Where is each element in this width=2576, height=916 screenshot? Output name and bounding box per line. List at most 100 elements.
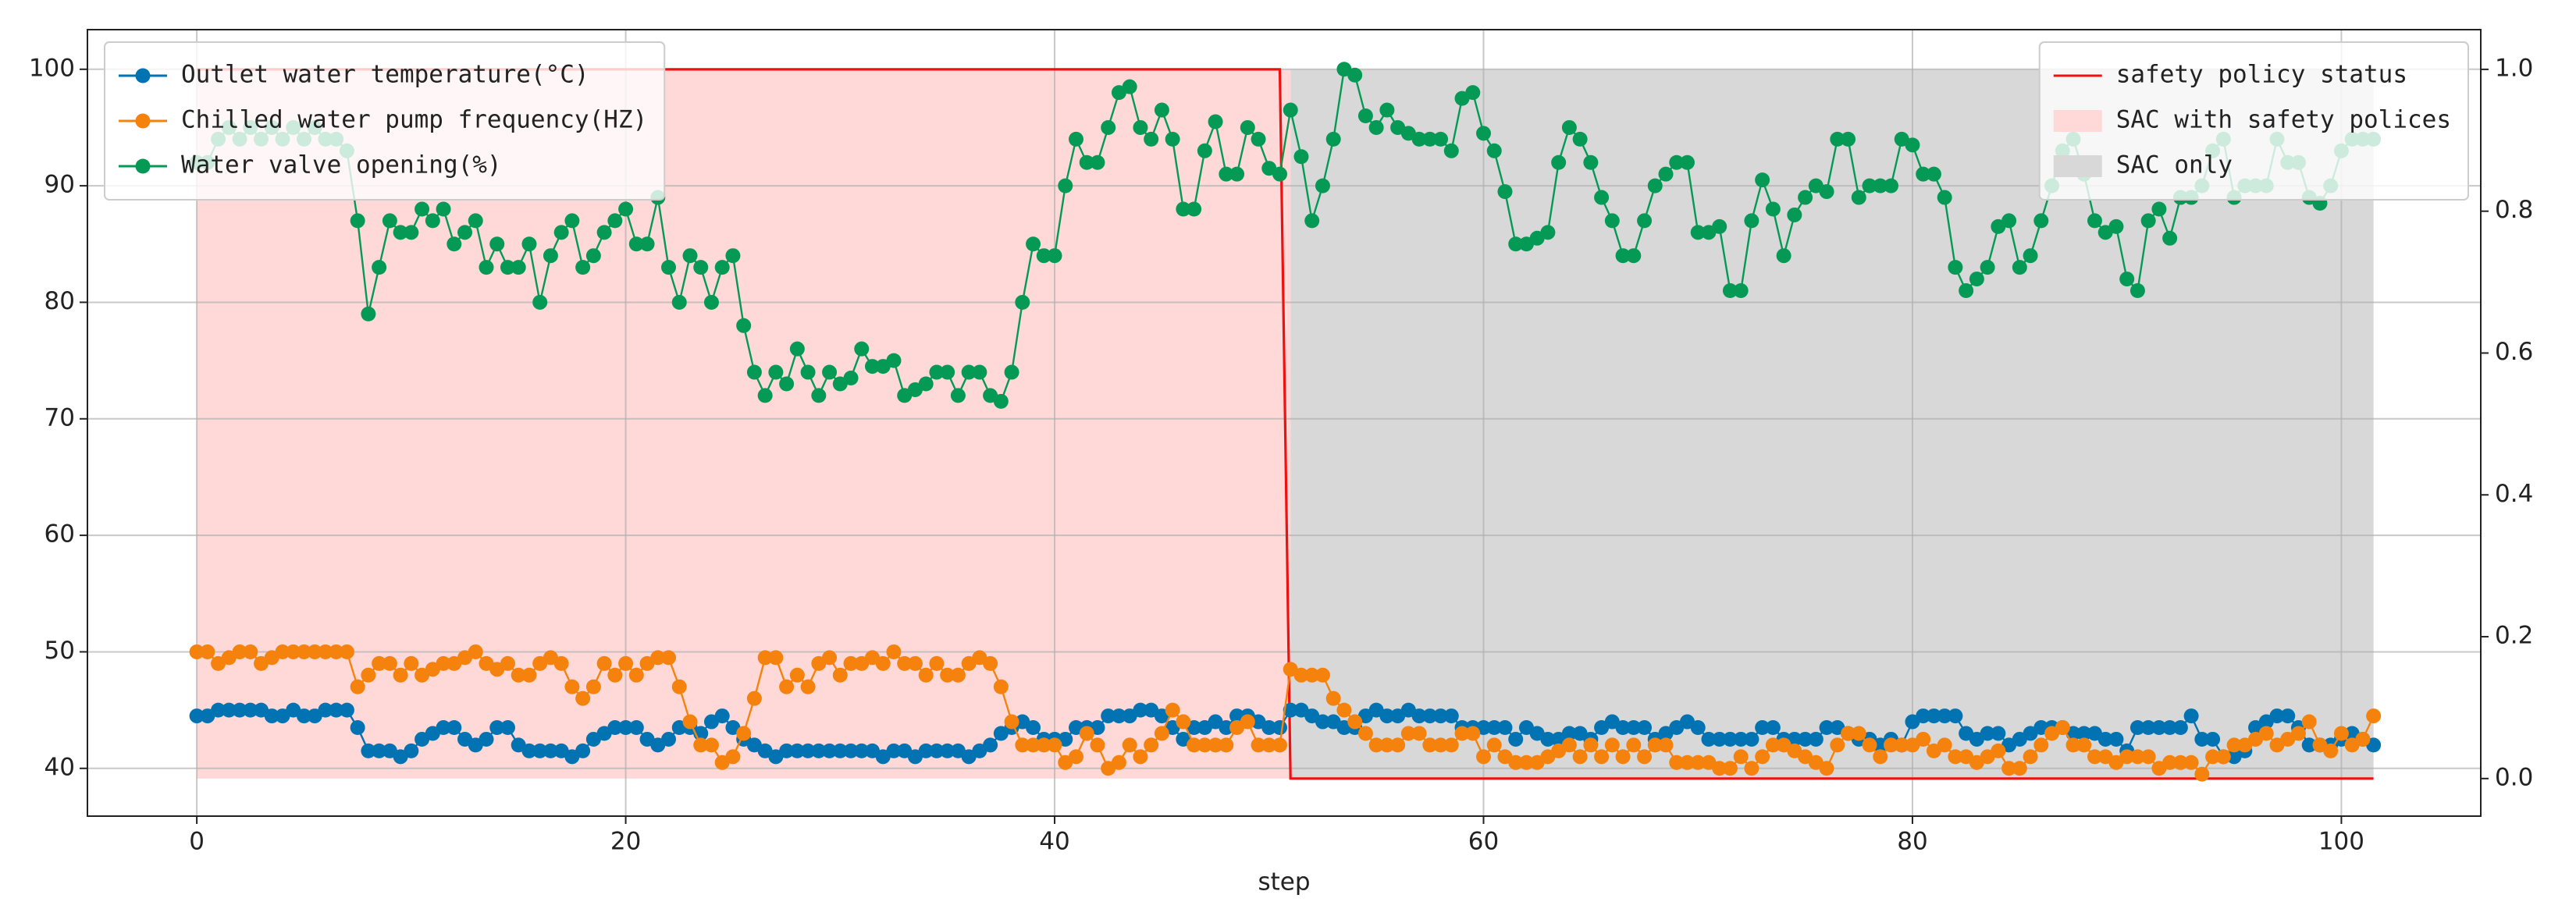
marker <box>1862 178 1877 193</box>
marker <box>1208 114 1223 130</box>
marker <box>2001 761 2017 776</box>
marker <box>1744 731 1759 747</box>
marker <box>436 201 451 217</box>
marker <box>425 213 440 229</box>
legend-label: Outlet water temperature(°C) <box>181 61 589 89</box>
marker <box>211 702 226 718</box>
marker <box>693 260 709 275</box>
marker <box>940 667 955 683</box>
marker <box>1283 102 1298 118</box>
marker <box>1883 178 1898 193</box>
marker <box>2301 737 2317 753</box>
marker <box>2355 731 2371 747</box>
marker <box>1165 131 1180 147</box>
marker <box>564 213 580 229</box>
marker <box>865 359 881 375</box>
marker <box>511 260 526 275</box>
marker <box>832 743 848 758</box>
marker <box>447 236 462 252</box>
marker <box>372 743 387 758</box>
marker <box>1873 178 1888 193</box>
marker <box>843 371 859 386</box>
marker <box>1819 184 1834 200</box>
marker <box>1465 726 1481 741</box>
marker <box>1090 154 1105 170</box>
marker <box>361 743 376 758</box>
marker <box>789 341 805 357</box>
marker <box>1133 119 1148 135</box>
marker <box>1594 190 1610 205</box>
marker <box>1176 201 1191 217</box>
marker <box>1176 714 1191 730</box>
marker <box>2269 708 2285 724</box>
marker <box>1798 731 1813 747</box>
marker <box>1851 190 1866 205</box>
marker <box>1647 178 1663 193</box>
marker <box>1304 667 1320 683</box>
x-tick-label: 40 <box>1039 828 1069 856</box>
y2-tick-label: 0.8 <box>2495 196 2533 224</box>
marker <box>1411 726 1427 741</box>
legend-patch <box>2053 155 2102 177</box>
marker <box>521 236 537 252</box>
marker <box>757 650 773 666</box>
marker <box>650 650 666 666</box>
marker <box>1712 218 1727 234</box>
marker <box>1197 143 1212 158</box>
y2-tick-label: 0.0 <box>2495 763 2533 791</box>
marker <box>1948 708 1963 724</box>
marker <box>1422 737 1438 753</box>
marker <box>661 731 677 747</box>
marker <box>854 743 870 758</box>
marker <box>2194 766 2210 782</box>
marker <box>1058 178 1073 193</box>
marker <box>628 720 644 736</box>
marker <box>843 743 859 758</box>
marker <box>961 364 977 380</box>
marker <box>1980 726 1995 741</box>
marker <box>1497 720 1513 736</box>
marker <box>564 679 580 694</box>
marker <box>940 743 955 758</box>
marker <box>1251 737 1266 753</box>
marker <box>553 225 569 240</box>
marker <box>1347 714 1363 730</box>
marker <box>521 667 537 683</box>
marker <box>1765 720 1781 736</box>
marker <box>1347 67 1363 83</box>
marker <box>1637 213 1653 229</box>
marker <box>768 650 784 666</box>
marker <box>221 702 237 718</box>
marker <box>1851 726 1866 741</box>
marker <box>1948 749 1963 765</box>
marker <box>1486 720 1502 736</box>
marker <box>1626 720 1642 736</box>
marker <box>843 655 859 671</box>
marker <box>714 708 730 724</box>
marker <box>693 737 709 753</box>
marker <box>1916 166 1931 182</box>
marker <box>575 260 591 275</box>
marker <box>2108 218 2124 234</box>
marker <box>682 248 698 264</box>
marker <box>628 236 644 252</box>
marker <box>296 644 311 659</box>
marker <box>232 702 247 718</box>
marker <box>1015 294 1030 310</box>
marker <box>1272 720 1288 736</box>
marker <box>511 667 526 683</box>
y-tick-label: 100 <box>29 54 75 82</box>
marker <box>1433 708 1449 724</box>
marker <box>1712 761 1727 776</box>
marker <box>2301 714 2317 730</box>
series-line <box>197 68 2374 780</box>
marker <box>1744 213 1759 229</box>
marker <box>1368 119 1384 135</box>
marker <box>1197 737 1212 753</box>
marker <box>1443 737 1459 753</box>
y2-tick-label: 0.6 <box>2495 338 2533 366</box>
marker <box>1819 761 1834 776</box>
marker <box>500 655 515 671</box>
marker <box>1219 737 1234 753</box>
